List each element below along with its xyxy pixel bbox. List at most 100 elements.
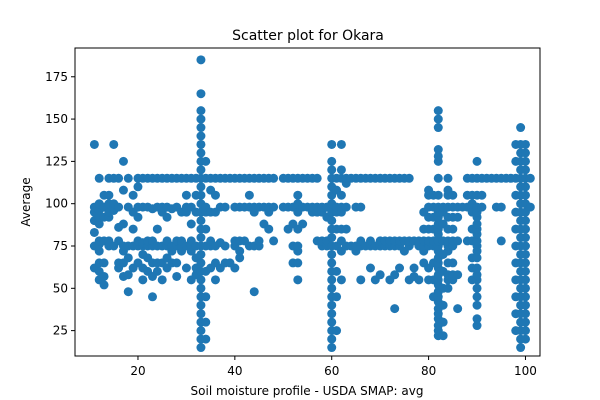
chart-title: Scatter plot for Okara <box>232 28 384 44</box>
data-point <box>196 148 206 158</box>
data-point <box>201 224 211 234</box>
data-point <box>196 89 206 99</box>
data-point <box>496 202 506 212</box>
data-point <box>332 266 342 276</box>
data-point <box>443 173 453 183</box>
data-point <box>472 321 482 331</box>
data-point <box>520 317 530 327</box>
data-point <box>118 156 128 166</box>
data-point <box>196 131 206 141</box>
data-point <box>496 236 506 246</box>
data-point <box>196 123 206 133</box>
data-point <box>327 165 337 175</box>
data-point <box>94 173 104 183</box>
y-tick-label: 150 <box>45 112 68 126</box>
x-tick-label: 40 <box>227 364 242 378</box>
data-point <box>525 173 535 183</box>
data-point <box>327 334 337 344</box>
x-tick-label: 100 <box>514 364 537 378</box>
data-point <box>196 233 206 243</box>
data-point <box>249 287 259 297</box>
data-point <box>293 190 303 200</box>
data-point <box>448 258 458 268</box>
data-point <box>123 270 133 280</box>
data-point <box>109 139 119 149</box>
data-point <box>99 271 109 281</box>
data-point <box>118 219 128 229</box>
data-point <box>453 236 463 246</box>
data-point <box>453 212 463 222</box>
data-point <box>89 139 99 149</box>
data-point <box>210 275 220 285</box>
x-axis-label: Soil moisture profile - USDA SMAP: avg <box>191 384 424 398</box>
data-point <box>181 190 191 200</box>
data-point <box>336 190 346 200</box>
data-point <box>89 227 99 237</box>
data-point <box>520 266 530 276</box>
data-point <box>433 151 443 161</box>
data-point <box>472 292 482 302</box>
data-point <box>477 190 487 200</box>
data-point <box>123 253 133 263</box>
data-point <box>433 173 443 183</box>
data-point <box>520 139 530 149</box>
data-point <box>520 165 530 175</box>
data-point <box>438 331 448 341</box>
data-point <box>341 202 351 212</box>
data-point <box>196 190 206 200</box>
data-point <box>448 224 458 234</box>
data-point <box>472 263 482 273</box>
data-point <box>118 185 128 195</box>
data-point <box>327 300 337 310</box>
x-tick-label: 60 <box>324 364 339 378</box>
data-point <box>114 173 124 183</box>
x-tick-label: 20 <box>130 364 145 378</box>
data-point <box>433 114 443 124</box>
data-point <box>104 190 114 200</box>
y-tick-label: 50 <box>53 281 68 295</box>
data-point <box>332 326 342 336</box>
data-point <box>327 309 337 319</box>
data-point <box>520 148 530 158</box>
data-point <box>201 292 211 302</box>
data-point <box>235 253 245 263</box>
data-point <box>312 173 322 183</box>
data-point <box>196 249 206 259</box>
data-point <box>433 106 443 116</box>
data-point <box>201 317 211 327</box>
data-point <box>327 275 337 285</box>
data-point <box>520 275 530 285</box>
data-point <box>516 123 526 133</box>
data-point <box>186 219 196 229</box>
data-point <box>327 249 337 259</box>
data-point <box>472 314 482 324</box>
data-point <box>472 300 482 310</box>
data-point <box>196 114 206 124</box>
data-point <box>341 224 351 234</box>
data-point <box>254 236 264 246</box>
x-tick-label: 80 <box>421 364 436 378</box>
data-point <box>196 182 206 192</box>
x-axis: 20 40 60 80 100 <box>130 356 537 378</box>
data-point <box>196 275 206 285</box>
data-point <box>433 145 443 155</box>
data-point <box>327 283 337 293</box>
data-point <box>472 270 482 280</box>
data-point <box>525 202 535 212</box>
y-tick-label: 100 <box>45 197 68 211</box>
data-point <box>390 270 400 280</box>
y-axis: 25 50 75 100 125 150 175 <box>45 70 75 338</box>
data-point <box>148 292 157 302</box>
data-point <box>472 236 482 246</box>
data-point <box>138 275 148 285</box>
data-point <box>443 283 453 293</box>
data-point <box>520 182 530 192</box>
y-tick-label: 125 <box>45 154 68 168</box>
data-point <box>196 283 206 293</box>
data-point <box>520 309 530 319</box>
data-point <box>196 55 206 65</box>
data-point <box>520 241 530 251</box>
data-point <box>327 216 337 226</box>
data-point <box>433 123 443 133</box>
data-point <box>172 258 182 268</box>
